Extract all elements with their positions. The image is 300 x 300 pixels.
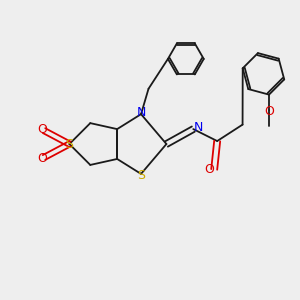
Text: S: S bbox=[137, 169, 145, 182]
Text: O: O bbox=[264, 105, 274, 118]
Text: N: N bbox=[194, 121, 203, 134]
Text: O: O bbox=[38, 123, 47, 136]
Text: O: O bbox=[38, 152, 47, 166]
Text: N: N bbox=[136, 106, 146, 119]
Text: S: S bbox=[65, 137, 74, 151]
Text: O: O bbox=[204, 163, 214, 176]
